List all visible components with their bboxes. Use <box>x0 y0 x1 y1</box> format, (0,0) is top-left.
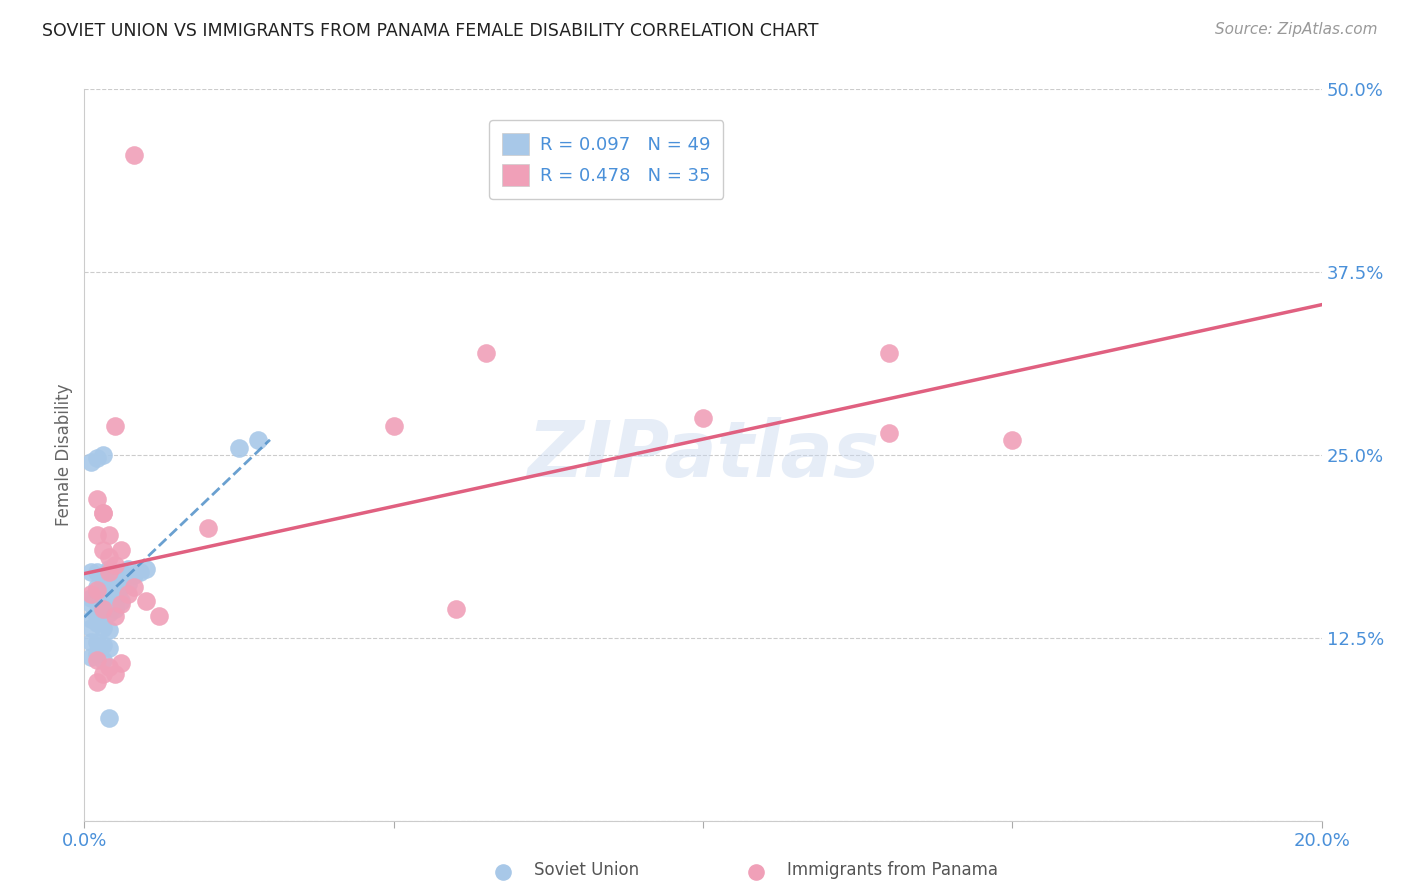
Point <box>98 711 121 725</box>
Point <box>98 528 121 542</box>
Point <box>79 455 101 469</box>
Text: ZIPatlas: ZIPatlas <box>527 417 879 493</box>
Point <box>98 580 121 594</box>
Point <box>86 635 108 649</box>
Text: Soviet Union: Soviet Union <box>534 861 640 879</box>
Point <box>148 608 170 623</box>
Point <box>98 594 121 608</box>
Point <box>98 640 121 655</box>
Text: SOVIET UNION VS IMMIGRANTS FROM PANAMA FEMALE DISABILITY CORRELATION CHART: SOVIET UNION VS IMMIGRANTS FROM PANAMA F… <box>42 22 818 40</box>
Point <box>79 587 101 601</box>
Legend: R = 0.097   N = 49, R = 0.478   N = 35: R = 0.097 N = 49, R = 0.478 N = 35 <box>489 120 723 199</box>
Point <box>110 543 132 558</box>
Point <box>91 601 114 615</box>
Point <box>135 562 157 576</box>
Point <box>91 601 114 615</box>
Point <box>86 674 108 689</box>
Point <box>86 450 108 465</box>
Point <box>104 667 127 681</box>
Point <box>129 565 152 579</box>
Point <box>86 616 108 631</box>
Point <box>122 148 145 162</box>
Point <box>110 565 132 579</box>
Text: Source: ZipAtlas.com: Source: ZipAtlas.com <box>1215 22 1378 37</box>
Point <box>91 576 114 591</box>
Point <box>117 576 139 591</box>
Point <box>228 441 250 455</box>
Point <box>104 608 127 623</box>
Point <box>122 580 145 594</box>
Point <box>79 591 101 606</box>
Point <box>246 434 269 448</box>
Point <box>86 647 108 661</box>
Point <box>91 567 114 582</box>
Point <box>110 580 132 594</box>
Point <box>104 567 127 582</box>
Point <box>444 601 467 615</box>
Point <box>91 543 114 558</box>
Point <box>104 558 127 572</box>
Point <box>104 576 127 591</box>
Point <box>197 521 219 535</box>
Point <box>79 597 101 611</box>
Point <box>98 606 121 620</box>
Point <box>91 591 114 606</box>
Point <box>91 638 114 652</box>
Point <box>79 565 101 579</box>
Point <box>79 621 101 635</box>
Point <box>110 597 132 611</box>
Point <box>98 550 121 565</box>
Point <box>117 562 139 576</box>
Point <box>104 597 127 611</box>
Point <box>86 594 108 608</box>
Point <box>86 608 108 623</box>
Point <box>122 567 145 582</box>
Point <box>117 587 139 601</box>
Point <box>91 621 114 635</box>
Point <box>86 582 108 597</box>
Point <box>98 565 121 579</box>
Point <box>135 594 157 608</box>
Point <box>745 865 768 880</box>
Point <box>98 624 121 638</box>
Point <box>86 528 108 542</box>
Point <box>91 597 114 611</box>
Point <box>79 649 101 664</box>
Point <box>110 594 132 608</box>
Point <box>98 587 121 601</box>
Point <box>1001 434 1024 448</box>
Point <box>91 653 114 667</box>
Point <box>86 580 108 594</box>
Text: Immigrants from Panama: Immigrants from Panama <box>787 861 998 879</box>
Point <box>692 411 714 425</box>
Point <box>86 606 108 620</box>
Point <box>91 448 114 462</box>
Point <box>91 507 114 521</box>
Point <box>91 507 114 521</box>
Point <box>91 667 114 681</box>
Point <box>86 653 108 667</box>
Point <box>86 565 108 579</box>
Point <box>110 656 132 670</box>
Point <box>382 418 405 433</box>
Point <box>492 865 515 880</box>
Point <box>86 587 108 601</box>
Point <box>475 345 498 359</box>
Point <box>98 562 121 576</box>
Point <box>877 425 900 440</box>
Point <box>104 601 127 615</box>
Point <box>86 491 108 506</box>
Point <box>104 418 127 433</box>
Point <box>98 660 121 674</box>
Point <box>877 345 900 359</box>
Point <box>79 635 101 649</box>
Point <box>79 612 101 626</box>
Y-axis label: Female Disability: Female Disability <box>55 384 73 526</box>
